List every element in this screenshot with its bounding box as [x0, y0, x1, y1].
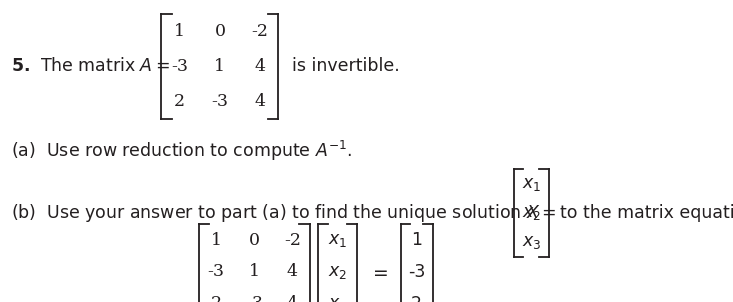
Text: 4: 4 [254, 58, 266, 75]
Text: -2: -2 [284, 232, 301, 249]
Text: -3: -3 [408, 263, 425, 281]
Text: 0: 0 [248, 232, 260, 249]
Text: -3: -3 [171, 58, 188, 75]
Text: 1: 1 [411, 231, 422, 249]
Text: 1: 1 [174, 23, 185, 40]
Text: $x_1$: $x_1$ [328, 231, 347, 249]
Text: (b)  Use your answer to part (a) to find the unique solution $X =$: (b) Use your answer to part (a) to find … [11, 202, 556, 224]
Text: 1: 1 [248, 263, 260, 280]
Text: 1: 1 [210, 232, 222, 249]
Text: $x_3$: $x_3$ [522, 233, 541, 251]
Text: 4: 4 [287, 295, 298, 302]
Text: $\mathbf{5.}$: $\mathbf{5.}$ [11, 57, 30, 76]
Text: The matrix $A =$: The matrix $A =$ [40, 57, 170, 76]
Text: 2: 2 [174, 93, 185, 110]
Text: $x_1$: $x_1$ [522, 175, 541, 193]
Text: -2: -2 [251, 23, 269, 40]
Text: -3: -3 [246, 295, 263, 302]
Text: 2: 2 [210, 295, 222, 302]
Text: $x_2$: $x_2$ [522, 204, 541, 222]
Text: 4: 4 [254, 93, 266, 110]
Text: 0: 0 [214, 23, 226, 40]
Text: 2: 2 [411, 294, 422, 302]
Text: -3: -3 [211, 93, 229, 110]
Text: is invertible.: is invertible. [292, 57, 399, 76]
Text: 4: 4 [287, 263, 298, 280]
Text: -3: -3 [207, 263, 225, 280]
Text: $x_2$: $x_2$ [328, 263, 347, 281]
Text: (a)  Use row reduction to compute $A^{-1}$.: (a) Use row reduction to compute $A^{-1}… [11, 139, 353, 163]
Text: $=$: $=$ [369, 262, 388, 281]
Text: $x_3$: $x_3$ [328, 294, 347, 302]
Text: 1: 1 [214, 58, 226, 75]
Text: to the matrix equation: to the matrix equation [560, 204, 733, 222]
